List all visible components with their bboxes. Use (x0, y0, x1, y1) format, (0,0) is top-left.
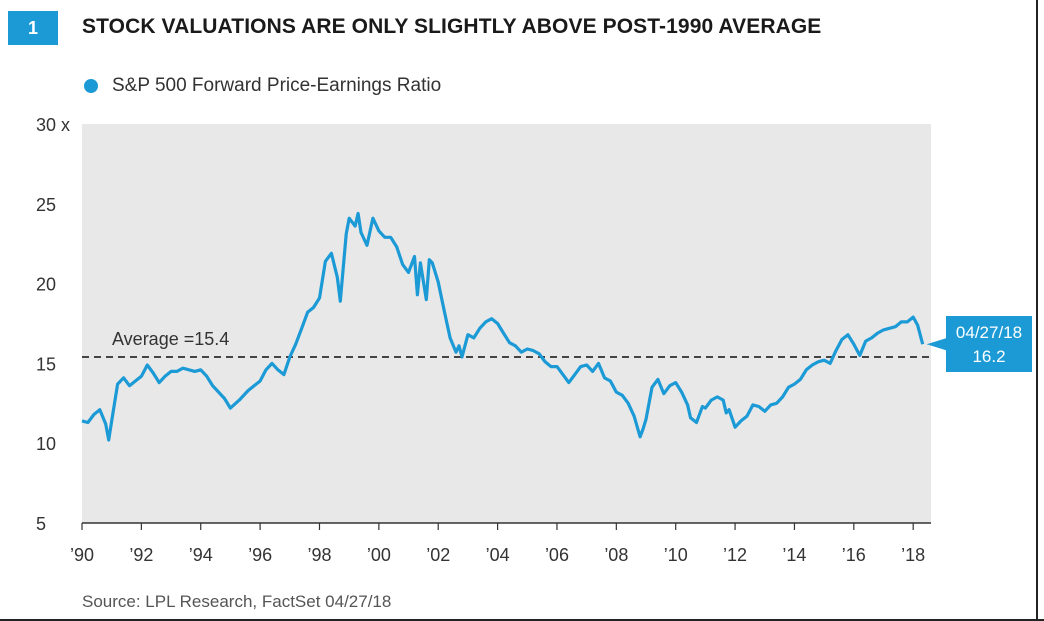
x-tick-label: ’14 (782, 545, 806, 565)
frame-right-border (1036, 0, 1038, 621)
x-tick-label: ’16 (842, 545, 866, 565)
y-tick-label: 10 (36, 434, 56, 454)
x-tick-label: ’12 (723, 545, 747, 565)
callout-date: 04/27/18 (956, 323, 1022, 342)
y-axis: 5 10 15 20 25 30 x (36, 115, 70, 534)
callout-box (926, 316, 1032, 372)
x-tick-label: ’00 (367, 545, 391, 565)
legend-label: S&P 500 Forward Price-Earnings Ratio (112, 75, 442, 96)
y-tick-label: 25 (36, 195, 56, 215)
y-tick-label: 5 (36, 514, 46, 534)
y-tick-label: 20 (36, 275, 56, 295)
y-tick-label: 30 x (36, 115, 70, 135)
x-tick-label: ’96 (248, 545, 272, 565)
x-tick-label: ’10 (664, 545, 688, 565)
x-tick-label: ’92 (129, 545, 153, 565)
legend: S&P 500 Forward Price-Earnings Ratio (84, 75, 441, 97)
legend-marker-dot (84, 79, 98, 93)
x-tick-label: ’08 (604, 545, 628, 565)
source-note: Source: LPL Research, FactSet 04/27/18 (82, 592, 392, 611)
figure-number-badge: 1 (8, 11, 58, 45)
callout-value: 16.2 (972, 347, 1005, 366)
x-tick-label: ’02 (426, 545, 450, 565)
latest-value-callout: 04/27/18 16.2 (926, 316, 1032, 372)
plot-area (82, 124, 931, 523)
y-tick-label: 15 (36, 354, 56, 374)
series-line-sp500-forward-pe (81, 211, 925, 442)
x-tick-label: ’94 (189, 545, 213, 565)
x-tick-label: ’18 (901, 545, 925, 565)
x-tick-label: ’04 (486, 545, 510, 565)
x-tick-label: ’90 (70, 545, 94, 565)
x-tick-label: ’06 (545, 545, 569, 565)
x-axis: ’90 ’92 ’94 ’96 ’98 ’00 ’02 ’04 ’06 ’08 ’10 ’12 ’14 ’… (70, 523, 925, 565)
chart-title: STOCK VALUATIONS ARE ONLY SLIGHTLY ABOVE… (82, 15, 822, 38)
frame-bottom-border (0, 619, 1044, 621)
average-label: Average =15.4 (112, 329, 229, 349)
x-tick-label: ’98 (307, 545, 331, 565)
